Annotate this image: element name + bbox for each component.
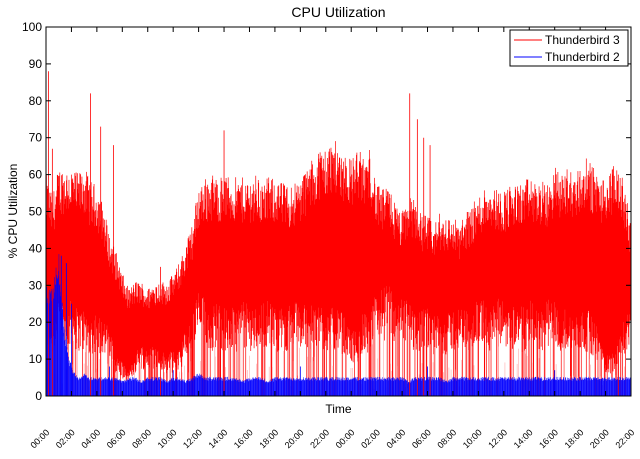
legend-label-thunderbird-3: Thunderbird 3 xyxy=(545,33,620,47)
series-band xyxy=(46,141,631,396)
series-thunderbird-2 xyxy=(46,254,631,396)
y-tick-label: 90 xyxy=(29,57,43,71)
thunderbird-3-spikes xyxy=(48,71,619,396)
y-axis-label: % CPU Utilization xyxy=(6,164,20,259)
x-axis-label: Time xyxy=(325,402,352,416)
y-tick-label: 10 xyxy=(29,352,43,366)
y-tick-label: 100 xyxy=(22,20,42,34)
y-tick-label: 80 xyxy=(29,94,43,108)
series-band xyxy=(46,254,631,396)
legend: Thunderbird 3 Thunderbird 2 xyxy=(509,29,629,67)
series-layer xyxy=(46,71,631,396)
y-tick-label: 40 xyxy=(29,241,43,255)
legend-box xyxy=(509,29,629,67)
y-tick-label: 0 xyxy=(35,389,42,403)
legend-label-thunderbird-2: Thunderbird 2 xyxy=(545,50,620,64)
y-axis: 0 10 20 30 40 50 60 70 80 90 100 xyxy=(22,20,631,403)
y-tick-label: 20 xyxy=(29,315,43,329)
y-tick-label: 60 xyxy=(29,168,43,182)
y-tick-label: 30 xyxy=(29,278,43,292)
chart-title: CPU Utilization xyxy=(291,4,385,20)
y-tick-label: 50 xyxy=(29,205,43,219)
y-tick-label: 70 xyxy=(29,131,43,145)
